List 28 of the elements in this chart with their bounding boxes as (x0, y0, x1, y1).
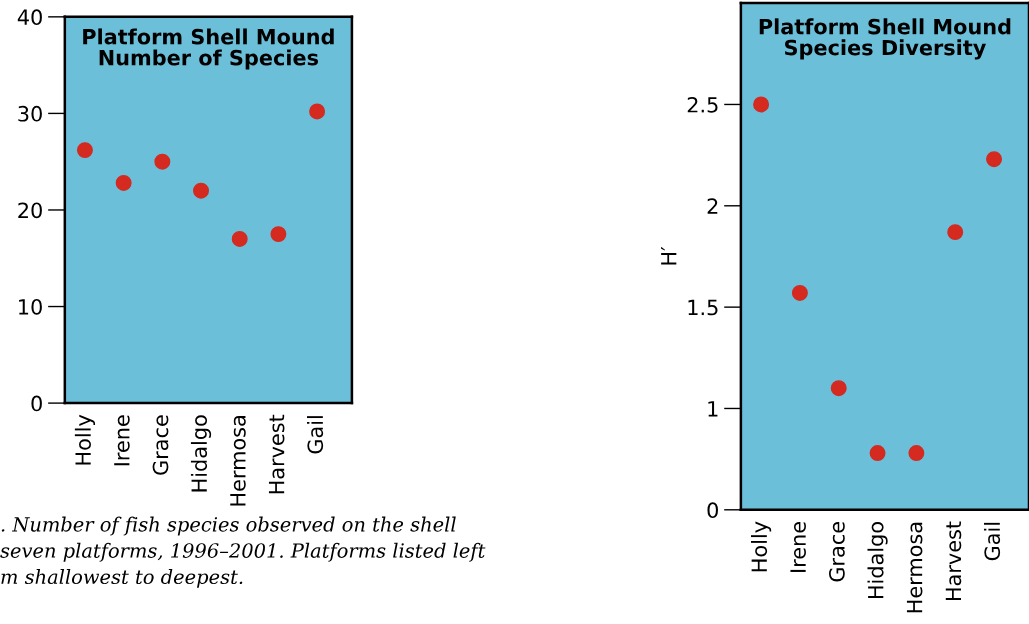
y-tick-label: 10 (19, 298, 42, 315)
x-tick-label: Irene (114, 415, 130, 466)
x-tick-label: Hermosa (230, 416, 246, 506)
y-axis-title: H′ (661, 246, 677, 265)
y-tick-label: 20 (18, 202, 42, 219)
y-tick-label: 2 (707, 198, 718, 214)
x-tick-label: Irene (790, 522, 806, 572)
x-tick-label: Harvest (945, 521, 962, 601)
text: Platform Shell Mound Number of Species (83, 28, 334, 70)
x-tick-label: Holly (74, 414, 96, 465)
y-tick-label: 40 (17, 9, 42, 26)
x-tick-label: Hidalgo (867, 522, 888, 599)
y-tick-label: 1.5 (688, 299, 718, 316)
y-tick-label: 2.5 (687, 96, 718, 113)
text: . Number of fish species observed on the shell seven platforms, 1996–2001. Platforms listed left m shallowest to deepest. (0, 516, 486, 588)
x-tick-label: Gail (983, 522, 1001, 561)
x-tick-label: Hidalgo (190, 415, 212, 492)
y-tick-label: 0 (31, 395, 42, 412)
text: Platform Shell Mound Species Diversity (759, 18, 1011, 60)
x-tick-label: Grace (829, 522, 845, 582)
y-tick-label: 1 (708, 401, 718, 417)
x-tick-label: Hermosa (906, 522, 923, 613)
x-tick-label: Gail (307, 416, 324, 454)
y-tick-label: 0 (707, 502, 718, 519)
y-tick-label: 30 (18, 105, 42, 122)
x-tick-label: Holly (750, 521, 772, 572)
x-tick-label: Grace (152, 415, 169, 475)
x-tick-label: Harvest (268, 414, 285, 494)
